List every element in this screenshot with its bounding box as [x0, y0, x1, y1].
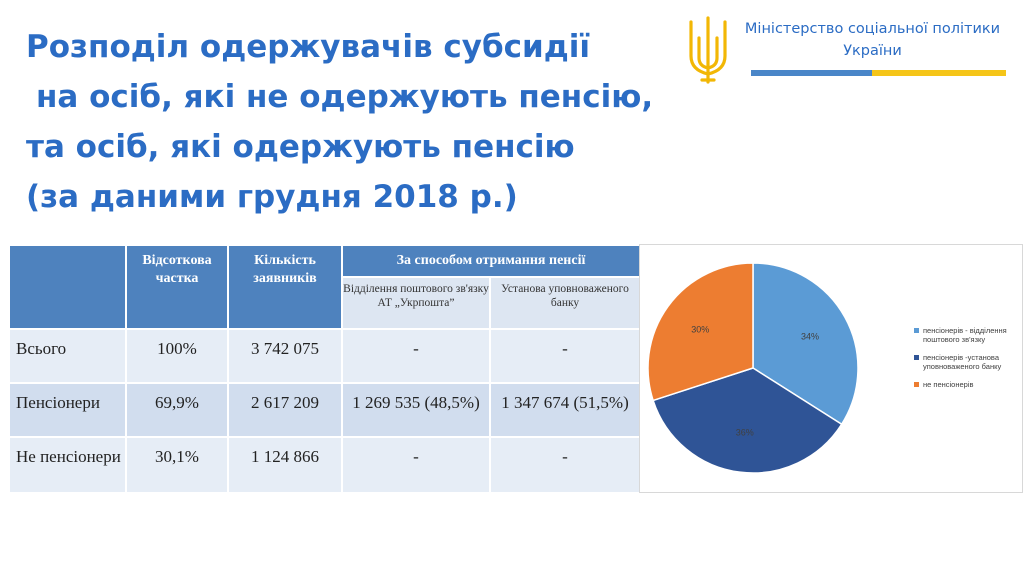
decor-stripe-blue	[751, 70, 872, 76]
legend-label: пенсіонерів - відділення поштового зв'язк…	[923, 326, 1007, 344]
row-count: 3 742 075	[227, 328, 343, 384]
pie-data-label: 34%	[801, 332, 819, 342]
row-post: 1 269 535 (48,5%)	[341, 382, 491, 438]
table-row: Пенсіонери 69,9% 2 617 209 1 269 535 (48…	[8, 382, 642, 438]
row-bank: -	[488, 436, 642, 494]
pie-slice-3	[647, 262, 754, 402]
header-bank: Установа уповноваженого банку	[488, 276, 642, 330]
header-empty-cell	[8, 244, 127, 330]
row-bank: 1 347 674 (51,5%)	[488, 382, 642, 438]
pie-slice-2	[652, 367, 843, 474]
legend-swatch	[914, 382, 919, 387]
header-method: За способом отримання пенсії	[340, 244, 642, 278]
legend-swatch	[914, 355, 919, 360]
title-line-2: на осіб, які не одержують пенсію,	[36, 79, 654, 115]
legend-swatch	[914, 328, 919, 333]
ministry-name: Міністерство соціальної політики України	[735, 18, 1010, 62]
row-name: Не пенсіонери	[8, 436, 127, 494]
table-row: Всього 100% 3 742 075 - -	[8, 328, 642, 384]
row-name: Пенсіонери	[8, 382, 127, 438]
ministry-line-1: Міністерство соціальної політики	[744, 21, 1001, 37]
row-post: -	[341, 328, 491, 384]
page-title: Розподіл одержувачів субсидії на осіб, я…	[26, 22, 653, 222]
row-count: 1 124 866	[227, 436, 343, 494]
title-line-4: (за даними грудня 2018 р.)	[26, 179, 518, 215]
row-bank: -	[488, 328, 642, 384]
row-name: Всього	[8, 328, 127, 384]
recipients-table: Відсоткова частка Кількість заявників За…	[8, 244, 642, 494]
pie-data-label: 30%	[691, 325, 709, 335]
table-row: Не пенсіонери 30,1% 1 124 866 - -	[8, 436, 642, 494]
trident-emblem-icon	[689, 16, 727, 84]
legend-label: пенсіонерів -установа уповноваженого банк…	[923, 353, 1001, 371]
row-share: 30,1%	[125, 436, 229, 494]
row-share: 69,9%	[125, 382, 229, 438]
row-post: -	[341, 436, 491, 494]
legend-label: не пенсіонерів	[923, 380, 974, 389]
header-share: Відсоткова частка	[125, 244, 229, 330]
pie-data-label: 36%	[736, 428, 754, 438]
row-share: 100%	[125, 328, 229, 384]
row-count: 2 617 209	[227, 382, 343, 438]
header-post-office: Відділення поштового зв'язку АТ „Укрпошт…	[341, 276, 491, 330]
pie-chart-panel: 34% 36% 30% пенсіонерів - відділення поштово…	[639, 244, 1023, 493]
title-line-3: та осіб, які одержують пенсію	[26, 129, 575, 165]
header-count: Кількість заявників	[227, 244, 343, 330]
decor-stripe-yellow	[872, 70, 1006, 76]
pie-chart: 34% 36% 30% пенсіонерів - відділення поштово…	[647, 262, 1007, 474]
ministry-line-2: України	[843, 43, 902, 59]
title-line-1: Розподіл одержувачів субсидії	[26, 29, 590, 65]
